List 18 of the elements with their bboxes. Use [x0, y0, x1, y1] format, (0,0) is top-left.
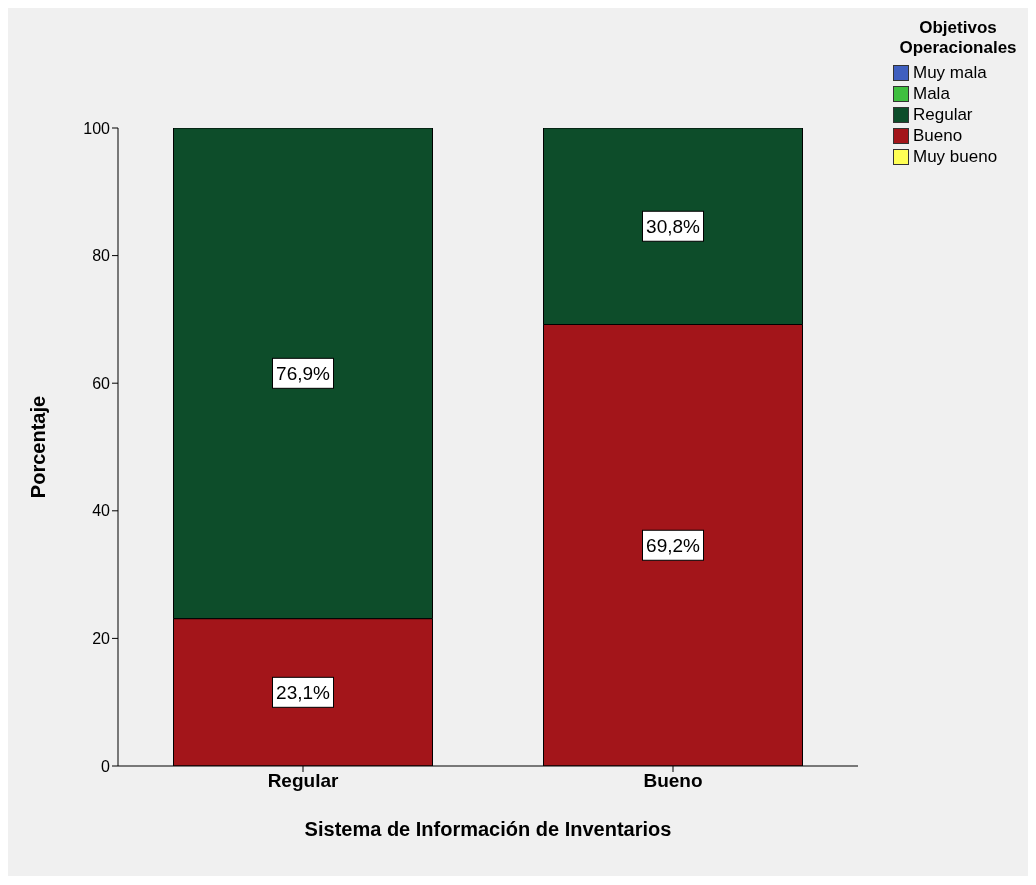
data-label: 69,2% [646, 535, 701, 557]
legend-label: Mala [913, 83, 950, 104]
x-axis-title: Sistema de Información de Inventarios [304, 818, 672, 840]
y-tick-label: 20 [92, 630, 111, 648]
data-label: 30,8% [646, 216, 701, 238]
text: Regular [913, 104, 973, 125]
y-tick-label: 60 [92, 374, 111, 392]
y-tick-label: 40 [92, 502, 111, 520]
data-label: 23,1% [276, 682, 331, 704]
legend-label: Muy bueno [913, 146, 998, 167]
legend-title: Objetivos Operacionales [898, 18, 1018, 58]
legend-label: Muy mala [913, 62, 987, 83]
y-axis-title: Porcentaje [27, 395, 50, 499]
y-tick-label: 100 [83, 119, 111, 137]
data-label: 76,9% [276, 363, 331, 385]
y-tick-label: 0 [101, 757, 111, 775]
y-tick-label: 80 [92, 247, 111, 265]
legend-label: Bueno [913, 125, 963, 146]
